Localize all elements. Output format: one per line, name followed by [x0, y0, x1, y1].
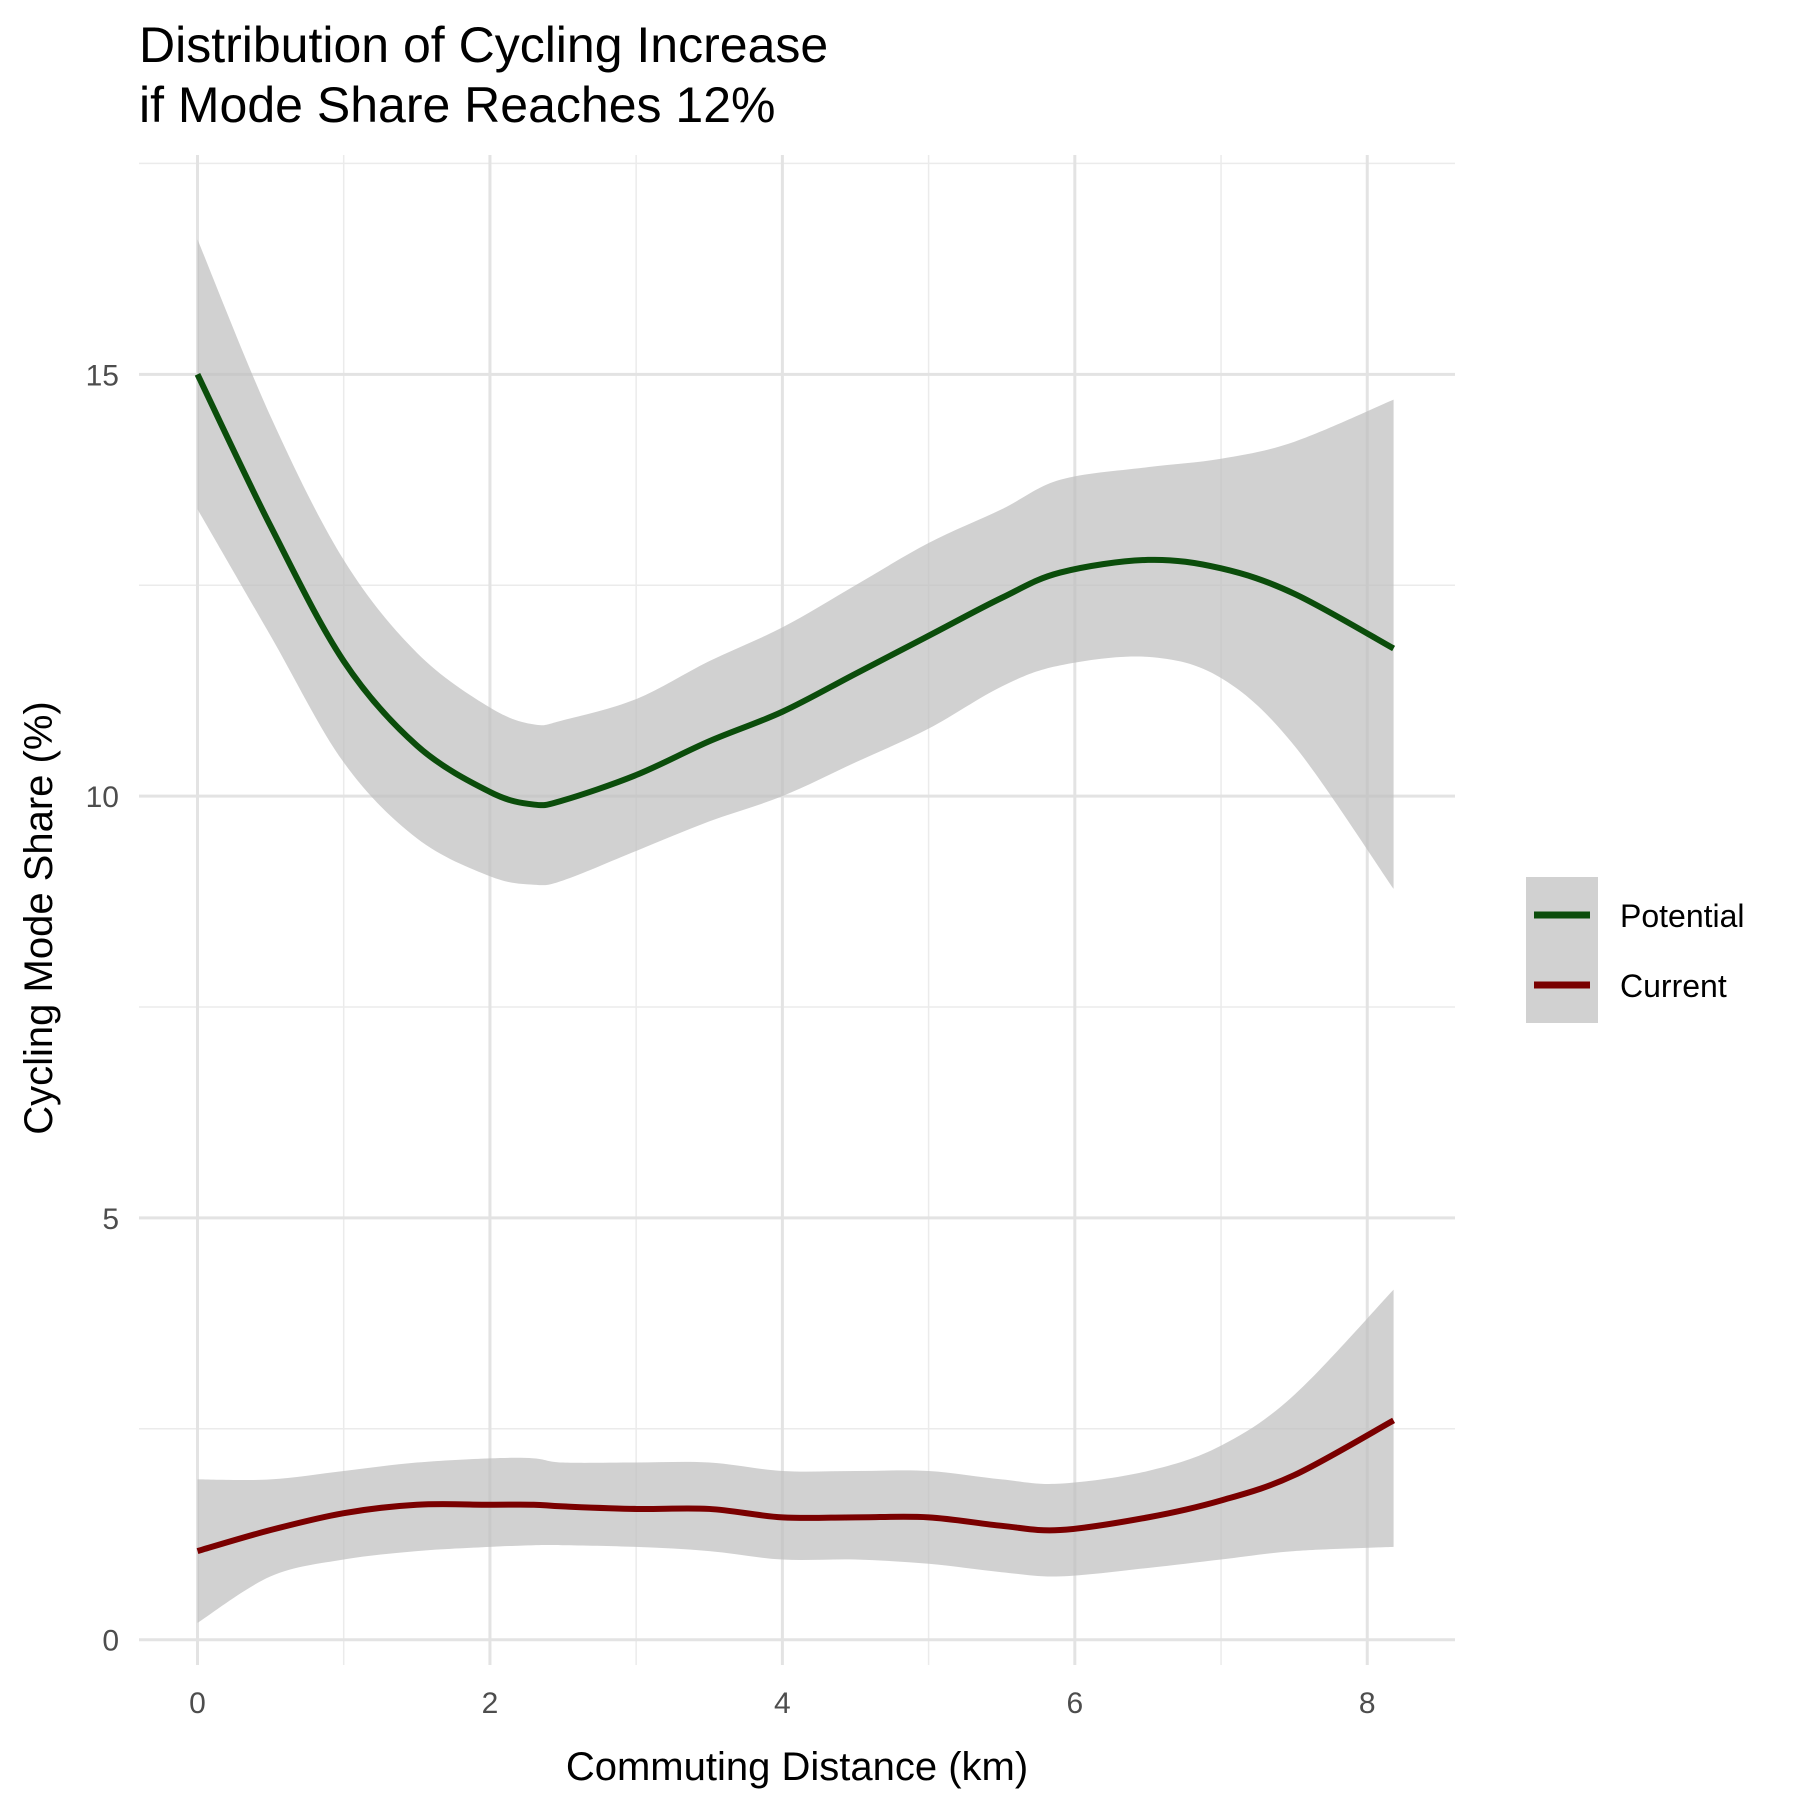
y-tick-label: 0	[102, 1625, 119, 1658]
legend: Potential Current	[1526, 877, 1745, 1023]
y-tick-label: 10	[86, 781, 119, 814]
series-line-current	[196, 1417, 1396, 1555]
y-tick-label: 15	[86, 359, 119, 392]
x-tick-label: 6	[1066, 1687, 1083, 1720]
series-lines	[194, 373, 1396, 1555]
legend-label-potential: Potential	[1620, 898, 1745, 934]
ribbon-current	[197, 1289, 1394, 1623]
legend-label-current: Current	[1620, 968, 1727, 1004]
ribbon-potential	[197, 239, 1394, 889]
y-axis-title: Cycling Mode Share (%)	[17, 701, 61, 1135]
x-tick-label: 4	[774, 1687, 791, 1720]
y-tick-label: 5	[102, 1203, 119, 1236]
chart-title-line-2: if Mode Share Reaches 12%	[139, 77, 775, 133]
tick-labels: 0 2 4 6 8 0 5 10 15	[86, 359, 1376, 1720]
chart-title-line-1: Distribution of Cycling Increase	[139, 17, 828, 73]
x-tick-label: 8	[1359, 1687, 1376, 1720]
confidence-ribbons	[197, 239, 1394, 1623]
series-line-potential	[194, 373, 1396, 809]
x-tick-label: 2	[482, 1687, 499, 1720]
legend-key-background	[1526, 877, 1598, 1023]
x-axis-title: Commuting Distance (km)	[566, 1745, 1028, 1789]
x-tick-label: 0	[189, 1687, 206, 1720]
